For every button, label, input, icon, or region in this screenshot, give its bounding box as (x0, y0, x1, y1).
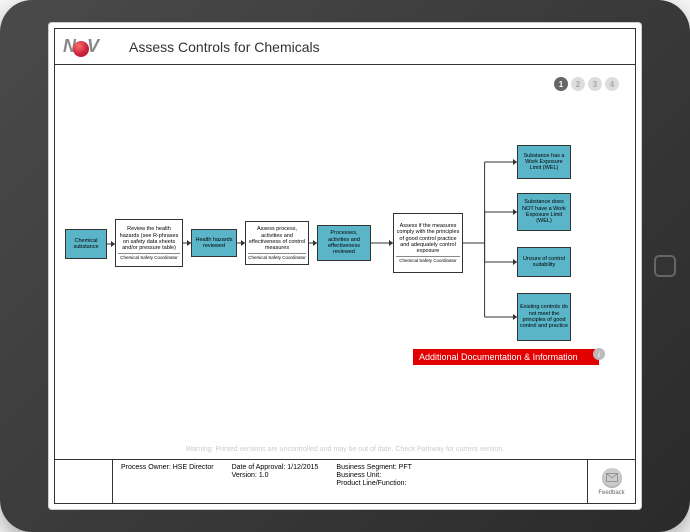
envelope-icon (602, 468, 622, 488)
pager: 1234 (554, 77, 619, 91)
flow-node-n3[interactable]: Health hazards reviewed (191, 229, 237, 257)
flow-node-label: Health hazards reviewed (194, 237, 234, 250)
flow-node-label: Chemical substance (68, 238, 104, 251)
flow-node-role: Chemical Safety Coordinator (118, 253, 180, 260)
flow-node-role: Chemical Safety Coordinator (248, 253, 306, 260)
page-title: Assess Controls for Chemicals (129, 39, 320, 55)
unit-label: Business Unit: (336, 472, 381, 479)
version-label: Version: (232, 472, 257, 479)
flow-node-label: Assess if the measures comply with the p… (396, 223, 460, 255)
feedback-cell[interactable]: Feedback (587, 460, 635, 503)
logo-o-icon (73, 41, 89, 57)
feedback-label: Feedback (598, 490, 624, 496)
flow-node-label: Unsure of control suitability (520, 256, 568, 269)
flow-node-n4[interactable]: Assess process, activities and effective… (245, 221, 309, 265)
tablet-frame: N V Assess Controls for Chemicals 1234 C… (0, 0, 690, 532)
process-owner-label: Process Owner: (121, 464, 171, 471)
flow-node-label: Processes, activities and effectiveness … (320, 230, 368, 255)
screen: N V Assess Controls for Chemicals 1234 C… (48, 22, 642, 510)
segment-label: Business Segment: (336, 464, 396, 471)
flowchart-area: Chemical substance Review the health haza… (65, 99, 625, 413)
flow-node-n8[interactable]: Substance does NOT have a Work Exposure … (517, 193, 571, 231)
flow-node-label: Assess process, activities and effective… (248, 226, 306, 251)
flow-node-n9[interactable]: Unsure of control suitability (517, 247, 571, 277)
version-value: 1.0 (259, 472, 269, 479)
flow-node-n5[interactable]: Processes, activities and effectiveness … (317, 225, 371, 261)
flow-node-n2[interactable]: Review the health hazards (see R-phrases… (115, 219, 183, 267)
footer: Process Owner: HSE Director Date of Appr… (55, 459, 635, 503)
pager-step-4[interactable]: 4 (605, 77, 619, 91)
home-button[interactable] (654, 255, 676, 277)
flow-node-role: Chemical Safety Coordinator (396, 256, 460, 263)
footer-main: Process Owner: HSE Director Date of Appr… (113, 460, 587, 503)
date-value: 1/12/2015 (287, 464, 318, 471)
warning-text: Warning: Printed versions are uncontroll… (55, 446, 635, 453)
process-owner-value: HSE Director (173, 464, 214, 471)
date-label: Date of Approval: (232, 464, 286, 471)
additional-docs-banner[interactable]: Additional Documentation & Informationi (413, 349, 599, 365)
flow-node-n6[interactable]: Assess if the measures comply with the p… (393, 213, 463, 273)
flow-node-label: Existing controls do not meet the princi… (520, 304, 568, 329)
footer-logo-cell (55, 460, 113, 503)
document: N V Assess Controls for Chemicals 1234 C… (54, 28, 636, 504)
flow-node-label: Substance does NOT have a Work Exposure … (520, 199, 568, 224)
flow-node-n10[interactable]: Existing controls do not meet the princi… (517, 293, 571, 341)
flow-node-label: Review the health hazards (see R-phrases… (118, 226, 180, 251)
flow-node-n7[interactable]: Substance has a Work Exposure Limit (WEL… (517, 145, 571, 179)
flow-node-label: Substance has a Work Exposure Limit (WEL… (520, 153, 568, 172)
header: N V Assess Controls for Chemicals (55, 29, 635, 65)
pager-step-3[interactable]: 3 (588, 77, 602, 91)
nov-logo: N V (63, 35, 119, 59)
segment-value: PFT (399, 464, 412, 471)
info-icon: i (593, 348, 605, 360)
pager-step-1[interactable]: 1 (554, 77, 568, 91)
product-label: Product Line/Function: (336, 480, 406, 487)
flow-node-n1[interactable]: Chemical substance (65, 229, 107, 259)
pager-step-2[interactable]: 2 (571, 77, 585, 91)
